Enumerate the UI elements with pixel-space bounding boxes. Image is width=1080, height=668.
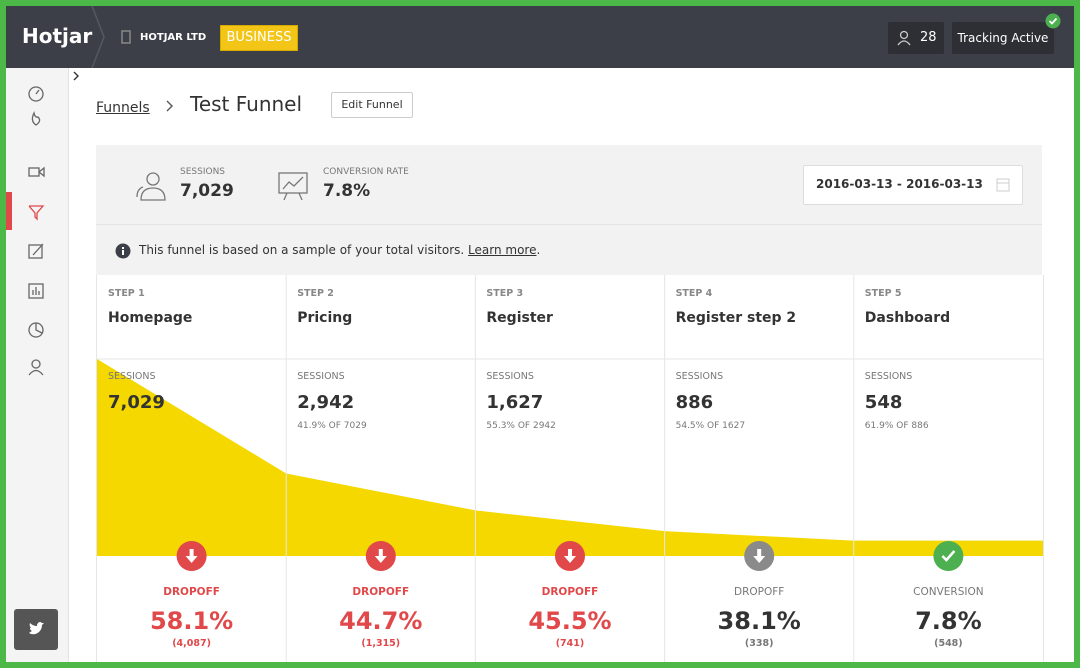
conversion-label: CONVERSION RATE	[323, 167, 409, 177]
sessions-label: SESSIONS	[675, 371, 724, 382]
funnel-segment	[97, 359, 287, 556]
step-number: STEP 3	[486, 288, 524, 299]
sessions-label: SESSIONS	[180, 167, 226, 177]
outcome-rate: 58.1%	[149, 607, 234, 635]
breadcrumb-link[interactable]: Funnels	[96, 100, 150, 116]
learn-more-link[interactable]: Learn more	[468, 243, 537, 257]
tracking-check	[1045, 13, 1061, 29]
funnel-segment	[286, 473, 476, 556]
outcome-count: (741)	[555, 638, 585, 649]
outcome-icon	[933, 541, 964, 571]
arrow-head	[374, 556, 387, 563]
users-icon	[897, 30, 911, 46]
separator	[96, 224, 1042, 225]
sidebar	[6, 68, 69, 662]
date-picker[interactable]: 2016-03-13 - 2016-03-13	[803, 165, 1023, 205]
step-sessions: 2,942	[297, 392, 355, 413]
funnel-steps: STEP 1 Homepage SESSIONS 7,029 DROPOFF 58.1% (…	[96, 275, 1044, 662]
step-sessions: 886	[675, 392, 714, 413]
step-sessions: 548	[864, 392, 903, 413]
building-icon	[121, 30, 131, 44]
outcome-count: (1,315)	[361, 638, 401, 649]
funnel-segment	[475, 510, 665, 556]
outcome-rate: 44.7%	[339, 607, 423, 635]
step-share: 41.9% OF 7029	[297, 421, 367, 431]
outcome-label: CONVERSION	[913, 586, 984, 598]
outcome-rate: 7.8%	[915, 607, 982, 635]
step-share: 54.5% OF 1627	[675, 421, 746, 431]
twitter-icon	[29, 622, 44, 635]
top-bar: Hotjar HOTJAR LTD BUSINESS 28 Tracking A…	[6, 6, 1074, 68]
date-range: 2016-03-13 - 2016-03-13	[816, 177, 983, 191]
conversion-icon	[278, 172, 308, 201]
arrow-stem	[757, 549, 762, 556]
outcome-label: DROPOFF	[352, 586, 410, 598]
outcome-icon	[365, 541, 396, 571]
arrow-head	[753, 556, 766, 563]
step-share: 61.9% OF 886	[864, 421, 929, 431]
breadcrumb-chevron	[166, 100, 173, 112]
outcome-rate: 45.5%	[528, 607, 612, 635]
conversion-rate: 7.8%	[323, 181, 371, 201]
check-mark	[941, 550, 956, 562]
tracking-status[interactable]: Tracking Active	[952, 22, 1054, 54]
sessions-icon	[136, 172, 166, 201]
step-name: Register step 2	[675, 310, 797, 326]
edit-funnel-button[interactable]: Edit Funnel	[331, 92, 413, 118]
outcome-icon	[555, 541, 585, 571]
sidebar-icons	[6, 86, 45, 376]
step-sessions: 1,627	[486, 392, 544, 413]
step-number: STEP 5	[864, 288, 902, 299]
sessions-label: SESSIONS	[864, 371, 913, 382]
divider	[91, 6, 105, 68]
outcome-label: DROPOFF	[541, 586, 599, 598]
outcome-label: DROPOFF	[163, 586, 220, 598]
organization[interactable]: HOTJAR LTD	[140, 32, 207, 43]
notice: This funnel is based on a sample of your…	[139, 243, 540, 257]
arrow-stem	[378, 549, 383, 556]
notice-end: .	[536, 243, 541, 257]
sessions-label: SESSIONS	[297, 371, 345, 382]
outcome-count: (338)	[744, 638, 774, 649]
sessions-label: SESSIONS	[108, 371, 156, 382]
arrow-stem	[568, 549, 572, 556]
users-box[interactable]: 28	[888, 22, 944, 54]
sessions-label: SESSIONS	[486, 371, 534, 382]
outcome-label: DROPOFF	[734, 586, 785, 598]
outcome-icon	[744, 541, 775, 571]
notice-text: This funnel is based on a sample of your…	[139, 243, 465, 257]
arrow-head	[564, 556, 576, 563]
step-name: Dashboard	[864, 310, 951, 326]
step-name: Pricing	[297, 310, 353, 326]
page-title: Test Funnel	[190, 92, 303, 116]
funnel-chart	[97, 275, 1043, 662]
step-name: Register	[486, 310, 553, 326]
twitter-button[interactable]	[14, 609, 58, 650]
step-name: Homepage	[108, 310, 193, 326]
step-sessions: 7,029	[108, 392, 165, 413]
calendar-icon	[996, 178, 1010, 192]
arrow-stem	[189, 549, 194, 556]
info-icon	[115, 243, 131, 259]
expand-sidebar[interactable]	[71, 70, 81, 82]
outcome-count: (548)	[934, 638, 963, 649]
step-number: STEP 4	[675, 288, 713, 299]
logo[interactable]: Hotjar	[22, 24, 93, 48]
sessions-total: 7,029	[180, 181, 234, 201]
outcome-count: (4,087)	[172, 638, 211, 649]
outcome-icon	[176, 541, 207, 571]
arrow-head	[185, 556, 198, 563]
app: Hotjar HOTJAR LTD BUSINESS 28 Tracking A…	[6, 6, 1074, 662]
step-number: STEP 2	[297, 288, 334, 299]
step-share: 55.3% OF 2942	[486, 421, 556, 431]
step-number: STEP 1	[108, 288, 145, 299]
users-count: 28	[920, 30, 937, 45]
outcome-rate: 38.1%	[717, 607, 801, 635]
plan-badge[interactable]: BUSINESS	[220, 25, 298, 51]
